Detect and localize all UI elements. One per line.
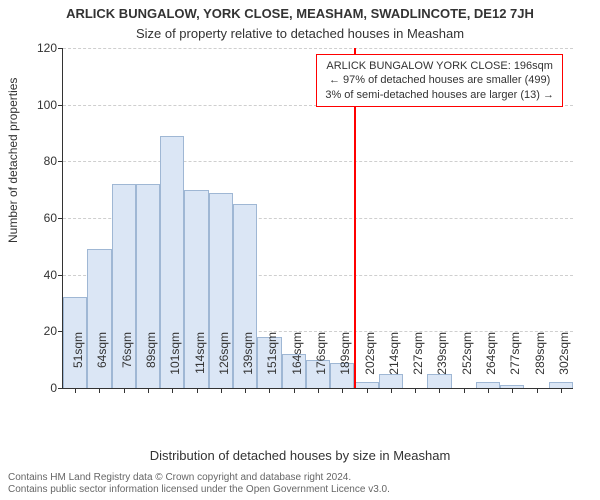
annotation-line-2: ← 97% of detached houses are smaller (49…	[325, 73, 554, 87]
xtick-label: 126sqm	[217, 332, 231, 392]
xtick-label: 289sqm	[533, 332, 547, 392]
footer-line-1: Contains HM Land Registry data © Crown c…	[8, 472, 592, 484]
xtick-label: 176sqm	[314, 332, 328, 392]
xtick-label: 227sqm	[411, 332, 425, 392]
ytick-mark	[58, 161, 63, 162]
annotation-line-1: ARLICK BUNGALOW YORK CLOSE: 196sqm	[325, 59, 554, 73]
footer-attribution: Contains HM Land Registry data © Crown c…	[8, 472, 592, 496]
footer-line-2: Contains public sector information licen…	[8, 484, 592, 496]
x-axis-title: Distribution of detached houses by size …	[0, 448, 600, 463]
xtick-label: 302sqm	[557, 332, 571, 392]
grid-line	[63, 161, 573, 162]
annotation-box: ARLICK BUNGALOW YORK CLOSE: 196sqm ← 97%…	[316, 54, 563, 107]
xtick-label: 151sqm	[265, 332, 279, 392]
ytick-mark	[58, 48, 63, 49]
xtick-label: 89sqm	[144, 332, 158, 392]
chart-title-main: ARLICK BUNGALOW, YORK CLOSE, MEASHAM, SW…	[0, 6, 600, 21]
ytick-label: 60	[44, 211, 57, 225]
xtick-label: 101sqm	[168, 332, 182, 392]
xtick-label: 239sqm	[435, 332, 449, 392]
ytick-mark	[58, 275, 63, 276]
ytick-label: 20	[44, 324, 57, 338]
xtick-label: 214sqm	[387, 332, 401, 392]
xtick-label: 64sqm	[95, 332, 109, 392]
y-axis-label: Number of detached properties	[6, 78, 20, 243]
xtick-label: 277sqm	[508, 332, 522, 392]
xtick-label: 76sqm	[120, 332, 134, 392]
ytick-label: 120	[37, 41, 57, 55]
xtick-label: 189sqm	[338, 332, 352, 392]
grid-line	[63, 48, 573, 49]
annotation-line-3: 3% of semi-detached houses are larger (1…	[325, 88, 554, 102]
ytick-mark	[58, 218, 63, 219]
xtick-label: 264sqm	[484, 332, 498, 392]
ytick-mark	[58, 105, 63, 106]
ytick-mark	[58, 388, 63, 389]
plot-area: 02040608010012051sqm64sqm76sqm89sqm101sq…	[62, 48, 573, 389]
xtick-label: 51sqm	[71, 332, 85, 392]
xtick-label: 114sqm	[193, 332, 207, 392]
xtick-label: 252sqm	[460, 332, 474, 392]
ytick-label: 40	[44, 268, 57, 282]
ytick-label: 100	[37, 98, 57, 112]
ytick-label: 0	[50, 381, 57, 395]
chart-title-sub: Size of property relative to detached ho…	[0, 26, 600, 41]
xtick-label: 164sqm	[290, 332, 304, 392]
chart-container: { "titles": { "main": "ARLICK BUNGALOW, …	[0, 0, 600, 500]
xtick-label: 139sqm	[241, 332, 255, 392]
ytick-label: 80	[44, 154, 57, 168]
xtick-label: 202sqm	[363, 332, 377, 392]
